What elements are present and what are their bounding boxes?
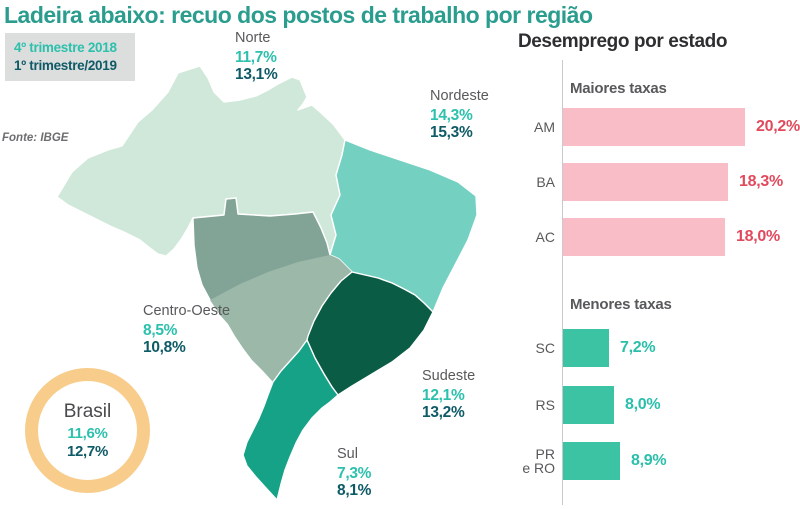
legend-period-2019: 1º trimestre/2019 (14, 58, 117, 73)
bar-value: 7,2% (620, 339, 656, 356)
state-label: AM (534, 119, 555, 135)
region-value-2019: 8,1% (337, 482, 372, 499)
bar-row-rs: RS 8,0% (500, 386, 661, 424)
region-name: Nordeste (430, 88, 489, 104)
bar-value: 18,3% (739, 173, 783, 190)
region-value-2019: 15,3% (430, 124, 473, 141)
group-header-menores: Menores taxas (570, 296, 672, 313)
map-region-centro-oeste-light-shade (210, 255, 352, 382)
region-value-2018: 12,1% (422, 387, 465, 404)
region-label-nordeste: Nordeste 14,3% 15,3% (430, 88, 489, 141)
page-title: Ladeira abaixo: recuo dos postos de trab… (4, 2, 593, 28)
chart-title: Desemprego por estado (517, 31, 728, 52)
region-name: Norte (235, 30, 271, 46)
brasil-value-2019: 12,7% (66, 442, 109, 460)
period-legend: 4º trimestre 2018 1º trimestre/2019 (5, 33, 135, 81)
bar-ba (563, 163, 728, 201)
region-name: Centro-Oeste (143, 303, 231, 319)
map-region-sul (242, 339, 339, 501)
group-header-maiores: Maiores taxas (570, 80, 667, 97)
state-label: RS (535, 397, 555, 413)
brasil-total-badge: Brasil 11,6% 12,7% (25, 368, 150, 493)
bar-value: 8,9% (631, 452, 667, 469)
bar-rs (563, 386, 614, 424)
state-label: BA (536, 174, 555, 190)
region-value-2018: 11,7% (235, 49, 277, 66)
state-label: PR e RO (522, 446, 555, 476)
region-value-2018: 7,3% (337, 465, 372, 482)
region-name: Sul (337, 446, 358, 462)
bar-row-ba: BA 18,3% (500, 163, 783, 201)
bar-row-am: AM 20,2% (500, 108, 800, 146)
bar-value: 18,0% (736, 228, 780, 245)
region-value-2018: 8,5% (143, 322, 178, 339)
bar-pr-ro (563, 442, 620, 480)
bar-value: 8,0% (625, 396, 661, 413)
bar-am (563, 108, 745, 146)
brasil-label: Brasil (63, 400, 112, 422)
bar-row-pr-ro: PR e RO 8,9% (500, 442, 667, 480)
region-label-sul: Sul 7,3% 8,1% (337, 446, 371, 499)
state-label: AC (535, 229, 555, 245)
map-region-sudeste (306, 271, 434, 396)
region-name: Sudeste (422, 368, 476, 384)
region-value-2019: 13,1% (235, 66, 278, 83)
region-label-norte: Norte 11,7% 13,1% (235, 30, 278, 83)
brasil-value-2018: 11,6% (67, 424, 108, 442)
region-label-sudeste: Sudeste 12,1% 13,2% (422, 368, 475, 421)
bar-ac (563, 218, 725, 256)
region-value-2019: 13,2% (422, 404, 465, 421)
legend-period-2018: 4º trimestre 2018 (14, 40, 117, 55)
bar-value: 20,2% (756, 118, 800, 135)
chart-axis-line (562, 60, 563, 505)
bar-row-sc: SC 7,2% (500, 329, 656, 367)
region-value-2019: 10,8% (143, 339, 186, 356)
state-label: SC (535, 340, 555, 356)
bar-row-ac: AC 18,0% (500, 218, 780, 256)
bar-sc (563, 329, 609, 367)
source-note: Fonte: IBGE (2, 132, 69, 144)
region-value-2018: 14,3% (430, 107, 473, 124)
region-label-centro-oeste: Centro-Oeste 8,5% 10,8% (143, 303, 230, 356)
